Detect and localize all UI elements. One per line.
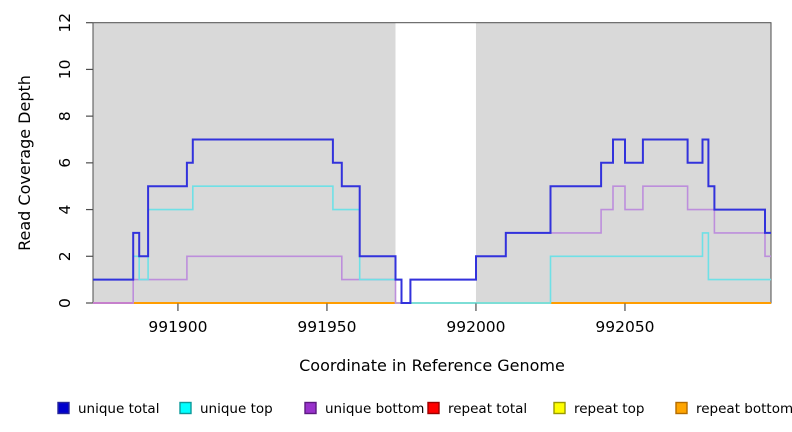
- series-unique-bottom-line: [93, 185, 771, 304]
- legend-label: repeat bottom: [696, 401, 792, 417]
- axis-layer: 991900 991950 992000 992050 0 2 4 6 8 10 12: [56, 13, 655, 336]
- legend-swatch-repeat-bottom: [675, 401, 688, 415]
- legend-swatch-repeat-top: [553, 401, 566, 415]
- legend-item-repeat-total: repeat total: [427, 401, 527, 417]
- legend-item-repeat-top: repeat top: [553, 401, 644, 417]
- x-tick-label: 991950: [297, 318, 356, 336]
- y-tick-label: 12: [56, 13, 74, 33]
- legend-label: repeat top: [574, 401, 644, 417]
- legend-item-unique-total: unique total: [57, 401, 159, 417]
- y-tick-label: 10: [56, 60, 74, 80]
- y-tick-label: 4: [56, 205, 74, 215]
- x-tick-label: 992050: [595, 318, 654, 336]
- legend-label: unique total: [78, 401, 159, 417]
- series-layer: [93, 138, 771, 304]
- legend-item-unique-bottom: unique bottom: [304, 401, 424, 417]
- highlight-band: [395, 22, 476, 303]
- legend-swatch-repeat-total: [427, 401, 440, 415]
- x-axis-title: Coordinate in Reference Genome: [299, 356, 565, 375]
- y-tick-label: 8: [56, 111, 74, 121]
- legend-label: unique top: [200, 401, 273, 417]
- legend-label: repeat total: [448, 401, 527, 417]
- legend-item-repeat-bottom: repeat bottom: [675, 401, 792, 417]
- legend-item-unique-top: unique top: [179, 401, 273, 417]
- x-tick-label: 992000: [446, 318, 505, 336]
- plot-background-layer: [92, 22, 772, 304]
- series-unique-top-line: [93, 185, 771, 304]
- x-tick-label: 991900: [148, 318, 207, 336]
- legend-swatch-unique-total: [57, 401, 70, 415]
- y-axis-title: Read Coverage Depth: [15, 75, 34, 251]
- y-tick-label: 2: [56, 251, 74, 261]
- legend-swatch-unique-bottom: [304, 401, 317, 415]
- y-tick-label: 0: [56, 298, 74, 308]
- series-unique-total-line: [93, 138, 771, 304]
- legend-swatch-unique-top: [179, 401, 192, 415]
- legend-label: unique bottom: [325, 401, 424, 417]
- y-tick-label: 6: [56, 158, 74, 168]
- legend: unique total unique top unique bottom repea…: [57, 401, 792, 417]
